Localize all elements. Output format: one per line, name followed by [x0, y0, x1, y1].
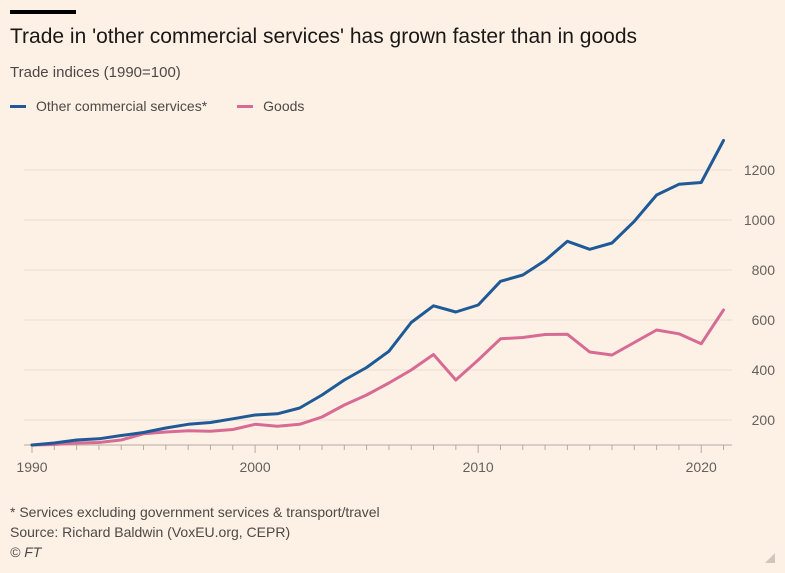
- y-tick-label-600: 600: [752, 312, 776, 328]
- x-tick-label-2000: 2000: [239, 459, 270, 475]
- x-tick-label-1990: 1990: [16, 459, 47, 475]
- line-chart: 200 400 600 800 1000 1200 1990 2000 2010 2020: [16, 139, 776, 475]
- x-tick-label-2010: 2010: [463, 459, 494, 475]
- brand-bar: [10, 10, 76, 14]
- y-tick-label-1200: 1200: [744, 162, 775, 178]
- y-tick-label-800: 800: [752, 262, 776, 278]
- series-line-goods: [30, 308, 725, 447]
- footnote-services: * Services excluding government services…: [10, 504, 380, 520]
- x-tick-label-2020: 2020: [686, 459, 717, 475]
- copyright: © FT: [10, 544, 42, 560]
- series-line-services: [30, 139, 725, 447]
- legend-label-services: Other commercial services*: [36, 98, 208, 114]
- y-tick-label-400: 400: [752, 362, 776, 378]
- chart-title: Trade in 'other commercial services' has…: [10, 25, 638, 48]
- legend-swatch-goods: [237, 104, 254, 108]
- y-tick-label-1000: 1000: [744, 212, 775, 228]
- legend-item-goods: Goods: [237, 98, 304, 114]
- resize-corner-icon: [765, 553, 775, 563]
- legend-item-services: Other commercial services*: [10, 98, 207, 114]
- source-line: Source: Richard Baldwin (VoxEU.org, CEPR…: [10, 524, 291, 540]
- legend-swatch-services: [10, 104, 26, 108]
- legend-label-goods: Goods: [263, 98, 305, 114]
- y-tick-label-200: 200: [752, 412, 776, 428]
- chart-subtitle: Trade indices (1990=100): [10, 64, 181, 81]
- legend: Other commercial services* Goods: [10, 98, 334, 114]
